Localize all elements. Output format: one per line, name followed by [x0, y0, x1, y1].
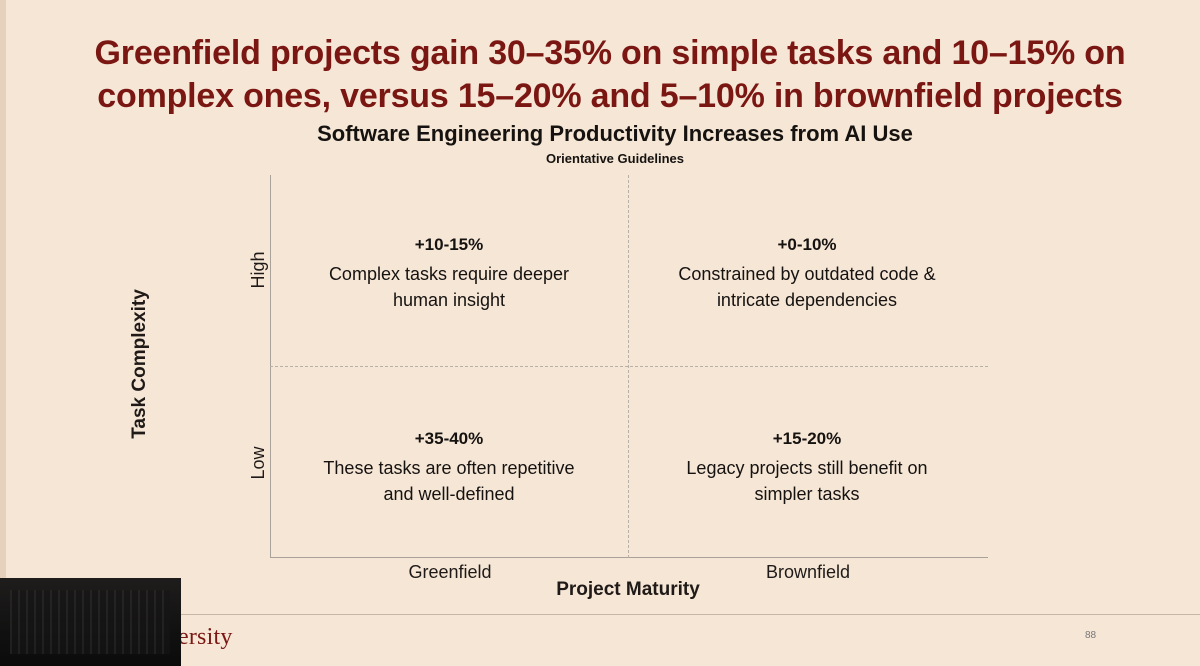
quadrant-description: Legacy projects still benefit on simpler…: [686, 458, 928, 504]
page-number: 88: [1085, 630, 1097, 641]
y-axis-title: Task Complexity: [129, 289, 150, 439]
quadrant-greenfield-high: +10-15% Complex tasks require deeper hum…: [270, 233, 628, 313]
chart-subtitle: Orientative Guidelines: [546, 151, 684, 166]
quadrant-description: These tasks are often repetitive and wel…: [323, 458, 575, 504]
y-axis-label-low: Low: [248, 446, 268, 480]
chart-title: Software Engineering Productivity Increa…: [317, 121, 913, 146]
quadrant-description: Complex tasks require deeper human insig…: [328, 264, 570, 310]
x-axis-title: Project Maturity: [556, 579, 700, 600]
quadrant-percent: +15-20%: [772, 429, 842, 448]
headline: Greenfield projects gain 30–35% on simpl…: [94, 34, 1126, 115]
speaker-video-overlay: [0, 578, 181, 666]
quadrant-brownfield-low: +15-20% Legacy projects still benefit on…: [628, 427, 986, 507]
footer-divider: [180, 614, 1200, 615]
quadrant-description: Constrained by outdated code & intricate…: [678, 264, 936, 310]
x-axis-line: [270, 557, 988, 558]
horizontal-divider: [270, 366, 988, 367]
slide-left-edge: [0, 0, 6, 666]
x-axis-label-brownfield: Brownfield: [765, 562, 851, 582]
y-axis-label-high: High: [248, 251, 268, 289]
quadrant-percent: +10-15%: [414, 235, 484, 254]
speaker-video-texture: [10, 590, 170, 654]
university-logo-text: ersity: [178, 624, 233, 650]
quadrant-percent: +35-40%: [414, 429, 484, 448]
quadrant-percent: +0-10%: [777, 235, 837, 254]
quadrant-greenfield-low: +35-40% These tasks are often repetitive…: [270, 427, 628, 507]
x-axis-label-greenfield: Greenfield: [408, 562, 492, 582]
quadrant-brownfield-high: +0-10% Constrained by outdated code & in…: [628, 233, 986, 313]
